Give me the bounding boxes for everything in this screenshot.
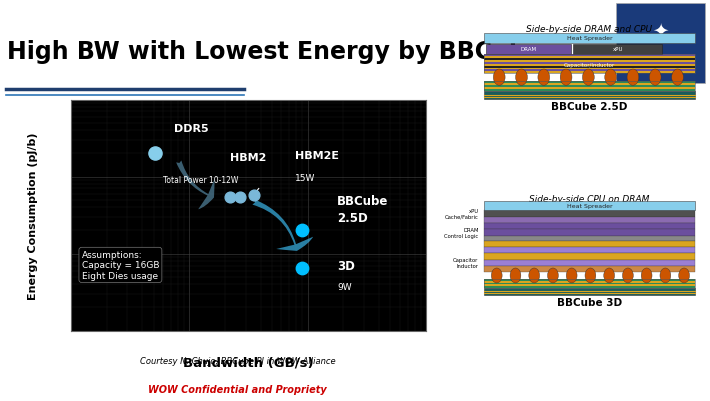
X-axis label: Bandwidth (GB/s): Bandwidth (GB/s) [183, 355, 314, 368]
Text: 2.5D: 2.5D [337, 211, 368, 224]
Text: DRAM: DRAM [520, 47, 537, 52]
Circle shape [679, 268, 689, 283]
Bar [484, 63, 695, 65]
Bar [484, 90, 695, 92]
Bar [484, 241, 695, 247]
Text: DRAM
Control Logic: DRAM Control Logic [444, 227, 479, 238]
Circle shape [493, 70, 505, 86]
Bar [484, 285, 695, 287]
Circle shape [672, 70, 684, 86]
Bar [484, 92, 695, 100]
Bar [484, 67, 695, 68]
Text: BBCube: BBCube [337, 194, 388, 207]
Text: Capacitor
Inductor: Capacitor Inductor [453, 258, 479, 269]
Bar [484, 61, 695, 63]
Circle shape [585, 268, 596, 283]
Circle shape [605, 70, 616, 86]
Text: Assumptions:
Capacity = 16GB
Eight Dies usage: Assumptions: Capacity = 16GB Eight Dies … [82, 250, 159, 280]
Text: Tokyo Tech: Tokyo Tech [643, 64, 677, 69]
Text: WOW Confidential and Propriety: WOW Confidential and Propriety [148, 384, 327, 394]
Point [297, 265, 308, 271]
Bar [484, 266, 695, 273]
Text: Side-by-side DRAM and CPU: Side-by-side DRAM and CPU [526, 25, 652, 34]
Text: 9W: 9W [337, 282, 352, 292]
Text: Heat Spreader: Heat Spreader [567, 36, 612, 41]
Circle shape [538, 70, 550, 86]
Bar [574, 45, 662, 55]
Bar [484, 65, 695, 67]
Text: xPU: xPU [613, 47, 623, 52]
Point [224, 194, 236, 200]
Bar [484, 88, 695, 90]
Circle shape [623, 268, 633, 283]
Bar [484, 236, 695, 241]
Bar [484, 34, 695, 44]
Text: BBCube 3D: BBCube 3D [557, 298, 622, 308]
Bar [484, 86, 695, 88]
Text: Total Power 10-12W: Total Power 10-12W [163, 175, 239, 184]
Bar [484, 223, 695, 230]
Point [235, 194, 246, 200]
FancyBboxPatch shape [616, 4, 705, 84]
Bar [484, 70, 695, 72]
Circle shape [560, 70, 572, 86]
Point [248, 192, 259, 198]
Bar [484, 217, 695, 223]
Circle shape [529, 268, 540, 283]
Bar [484, 201, 695, 210]
Text: 3D: 3D [337, 260, 355, 273]
Bar [484, 82, 695, 84]
Circle shape [491, 268, 502, 283]
Bar [484, 55, 695, 57]
Circle shape [627, 70, 639, 86]
Bar [484, 247, 695, 254]
Bar [484, 281, 695, 283]
Text: xPU
Cache/Fabric: xPU Cache/Fabric [444, 208, 479, 219]
Circle shape [650, 70, 661, 86]
Text: Courtesy N. Chujo, BBCube PJ in WOW Alliance: Courtesy N. Chujo, BBCube PJ in WOW Alli… [140, 356, 336, 365]
Circle shape [515, 70, 528, 86]
Bar [484, 59, 695, 61]
Text: ✦: ✦ [652, 21, 669, 41]
Bar [484, 230, 695, 236]
Circle shape [641, 268, 652, 283]
Bar [484, 279, 695, 289]
Text: HBM2E: HBM2E [295, 150, 339, 160]
Circle shape [604, 268, 615, 283]
Bar [484, 279, 695, 281]
Text: 15W: 15W [295, 174, 315, 183]
Text: Side-by-side CPU on DRAM: Side-by-side CPU on DRAM [529, 194, 650, 203]
Circle shape [510, 268, 521, 283]
Bar [484, 72, 695, 74]
Circle shape [567, 268, 577, 283]
Bar [484, 55, 695, 74]
Text: High BW with Lowest Energy by BBCube: High BW with Lowest Energy by BBCube [7, 40, 542, 64]
Bar [484, 57, 695, 59]
Text: BBCube 2.5D: BBCube 2.5D [551, 102, 628, 111]
Text: DDR5: DDR5 [174, 124, 209, 134]
Bar [484, 82, 695, 92]
Circle shape [660, 268, 671, 283]
Bar [484, 84, 695, 86]
Bar [484, 289, 695, 296]
Text: HBM2: HBM2 [230, 152, 267, 162]
Bar [484, 68, 695, 70]
Bar [484, 254, 695, 260]
Bar [484, 287, 695, 289]
Point [149, 151, 160, 157]
Bar [484, 210, 695, 217]
Circle shape [582, 70, 594, 86]
Bar [484, 260, 695, 266]
Bar [484, 283, 695, 285]
Bar [486, 45, 571, 55]
Point [297, 228, 308, 234]
Circle shape [547, 268, 558, 283]
Text: Heat Spreader: Heat Spreader [567, 203, 612, 208]
Text: Capacitor/Inductor: Capacitor/Inductor [564, 63, 615, 68]
Y-axis label: Energy Consumption (pJ/b): Energy Consumption (pJ/b) [28, 132, 38, 299]
